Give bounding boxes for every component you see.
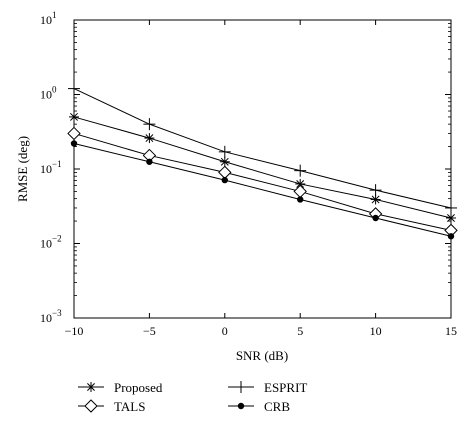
y-axis-label: RMSE (deg) (15, 136, 30, 202)
legend: Proposed TALS ESPRIT CRB (78, 380, 307, 414)
legend-marker-proposed (87, 383, 95, 391)
legend-item-proposed: Proposed (78, 380, 163, 395)
data-point-tals (67, 126, 81, 141)
data-point-proposed (447, 214, 455, 222)
legend-item-tals: TALS (78, 399, 145, 414)
legend-label-tals: TALS (114, 399, 145, 414)
data-point-crb (447, 233, 455, 240)
y-tick-label: 100 (40, 85, 57, 102)
legend-item-esprit: ESPRIT (228, 380, 307, 395)
data-point-proposed (371, 195, 380, 204)
series-crb (70, 140, 455, 240)
series-line-esprit (73, 88, 452, 209)
data-point-proposed (296, 179, 305, 188)
axis-ticks: −10 −5 0 5 10 15 101 100 10−1 10−2 10−3 (40, 10, 457, 338)
x-tick-label: 5 (297, 324, 303, 338)
y-tick-label: 101 (40, 10, 57, 27)
x-tick-label: 10 (370, 324, 382, 338)
data-point-crb (70, 140, 78, 147)
x-tick-label: −10 (65, 324, 84, 338)
legend-label-proposed: Proposed (114, 380, 163, 395)
legend-item-crb: CRB (228, 399, 290, 414)
data-point-crb (146, 158, 153, 165)
legend-label-esprit: ESPRIT (264, 380, 307, 395)
y-tick-label: 10−2 (40, 234, 62, 251)
data-point-proposed (220, 157, 229, 166)
legend-marker-crb (237, 402, 245, 410)
legend-marker-tals (84, 399, 98, 413)
legend-label-crb: CRB (264, 399, 290, 414)
series-tals (67, 126, 458, 238)
y-tick-label: 10−3 (40, 308, 62, 325)
y-tick-label: 10−1 (40, 159, 62, 176)
data-point-crb (221, 176, 228, 184)
series-esprit (68, 82, 457, 214)
data-point-proposed (145, 134, 154, 143)
series-line-proposed (73, 116, 452, 219)
x-tick-label: 15 (445, 324, 457, 338)
data-point-proposed (70, 112, 78, 121)
series-lines (67, 82, 458, 240)
series-line-tals (73, 132, 452, 231)
data-point-crb (297, 196, 304, 203)
series-proposed (69, 111, 456, 223)
x-axis-label: SNR (dB) (236, 348, 288, 363)
data-point-crb (372, 214, 379, 222)
x-tick-label: 0 (222, 324, 228, 338)
series-line-crb (73, 143, 452, 237)
x-tick-label: −5 (143, 324, 156, 338)
plot-area (73, 19, 452, 319)
